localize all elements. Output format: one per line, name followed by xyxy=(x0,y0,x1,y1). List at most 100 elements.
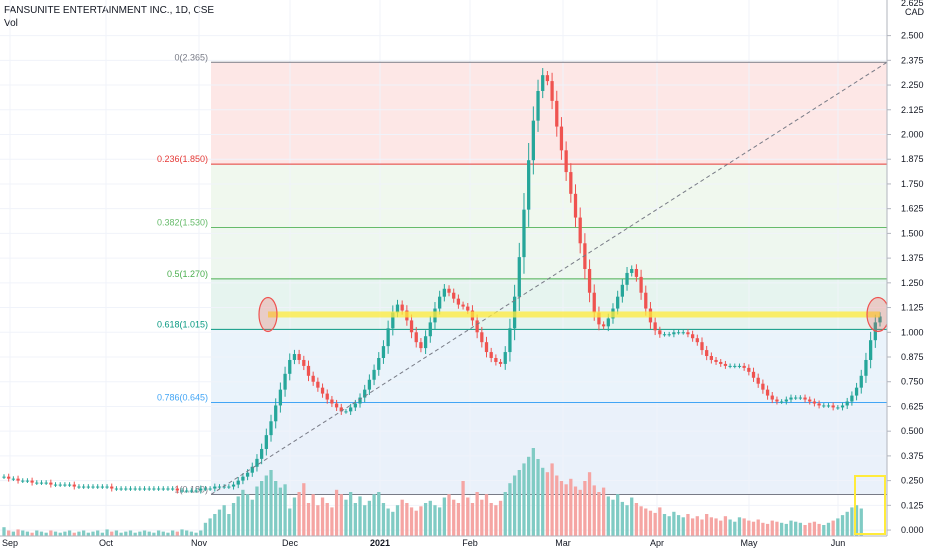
volume-bar xyxy=(826,522,831,536)
candle-body xyxy=(466,306,470,311)
volume-bar xyxy=(466,497,470,536)
volume-bar xyxy=(166,532,170,536)
volume-bar xyxy=(620,501,624,536)
candle-body xyxy=(386,328,390,347)
candle-body xyxy=(559,126,564,151)
volume-bar xyxy=(578,489,582,536)
price-tick-label: 2.250 xyxy=(901,80,924,90)
candle-body xyxy=(569,172,573,194)
volume-bar xyxy=(681,517,685,536)
price-tick-label: 0.125 xyxy=(901,500,924,510)
candle-body xyxy=(21,480,25,482)
candle-body xyxy=(269,421,273,436)
volume-bar xyxy=(761,522,765,536)
price-tick-label: 1.125 xyxy=(901,303,924,313)
time-tick-label: Feb xyxy=(462,538,478,548)
volume-bar xyxy=(105,529,109,536)
volume-bar xyxy=(283,484,287,536)
candle-body xyxy=(498,361,503,364)
volume-bar xyxy=(723,516,728,536)
volume-bar xyxy=(367,500,372,536)
volume-bar xyxy=(255,486,259,536)
volume-bar xyxy=(541,467,545,536)
price-tick-label: 1.500 xyxy=(901,228,924,238)
price-tick-label: 1.750 xyxy=(901,179,924,189)
candle-body xyxy=(587,268,592,293)
candle-body xyxy=(751,371,756,378)
volume-bar xyxy=(161,531,165,536)
volume-bar xyxy=(372,494,376,536)
volume-bar xyxy=(555,475,559,536)
volume-bar xyxy=(573,486,578,536)
volume-bar xyxy=(601,487,606,536)
volume-bar xyxy=(2,527,6,536)
volume-bar xyxy=(222,505,226,536)
candle-body xyxy=(391,312,395,329)
candle-body xyxy=(452,292,456,299)
volume-bar xyxy=(292,497,297,536)
candle-body xyxy=(114,488,119,490)
volume-bar xyxy=(719,520,723,536)
candle-body xyxy=(672,332,676,335)
price-tick-label: 1.375 xyxy=(901,253,924,263)
volume-bar xyxy=(86,532,90,536)
candle-body xyxy=(316,381,320,388)
volume-bar xyxy=(175,531,179,536)
fib-level-label: 0.382(1.530) xyxy=(157,217,208,227)
candle-body xyxy=(381,346,386,358)
candle-body xyxy=(859,375,863,388)
candle-body xyxy=(297,354,301,360)
candle-body xyxy=(442,288,446,297)
candle-body xyxy=(808,399,812,402)
volume-bar xyxy=(667,516,671,536)
candle-body xyxy=(105,486,109,488)
volume-bar xyxy=(616,494,620,536)
volume-bar xyxy=(751,521,756,536)
candle-body xyxy=(868,340,873,360)
candle-body xyxy=(67,484,72,486)
price-tick-label: 2.375 xyxy=(901,55,924,65)
candle-body xyxy=(737,365,742,367)
volume-bar xyxy=(156,530,161,536)
candle-body xyxy=(578,217,582,244)
volume-bar xyxy=(587,472,592,536)
volume-highlight-box xyxy=(854,475,886,535)
volume-bar xyxy=(630,497,634,536)
candle-body xyxy=(817,403,821,406)
volume-bar xyxy=(320,497,325,536)
volume-bar xyxy=(260,481,264,536)
candle-body xyxy=(597,312,601,325)
candle-body xyxy=(185,490,189,492)
candle-body xyxy=(400,304,404,311)
currency-label: CAD xyxy=(905,7,925,17)
candle-body xyxy=(536,90,540,121)
volume-bar xyxy=(428,500,432,536)
candle-body xyxy=(372,369,376,380)
candle-body xyxy=(44,482,48,484)
volume-bar xyxy=(597,492,601,536)
volume-bar xyxy=(245,494,250,536)
volume-bar xyxy=(278,487,283,536)
time-tick-label: Dec xyxy=(282,538,299,548)
candle-body xyxy=(30,480,34,483)
candle-body xyxy=(625,272,629,285)
candle-body xyxy=(222,486,226,488)
volume-bar xyxy=(536,459,540,536)
volume-bar xyxy=(662,514,667,536)
candle-body xyxy=(395,304,400,313)
volume-bar xyxy=(11,531,16,536)
volume-bar xyxy=(798,522,803,536)
candle-body xyxy=(845,401,849,406)
volume-bar xyxy=(306,503,311,536)
fib-zone-band xyxy=(211,164,887,228)
volume-bar xyxy=(405,503,409,536)
candle-body xyxy=(475,320,479,333)
volume-bar xyxy=(859,508,863,536)
volume-bar xyxy=(475,492,479,536)
volume-bar xyxy=(498,500,503,536)
candle-body xyxy=(803,397,807,400)
volume-bar xyxy=(756,519,760,536)
volume-bar xyxy=(606,496,610,536)
volume-bar xyxy=(700,519,704,536)
